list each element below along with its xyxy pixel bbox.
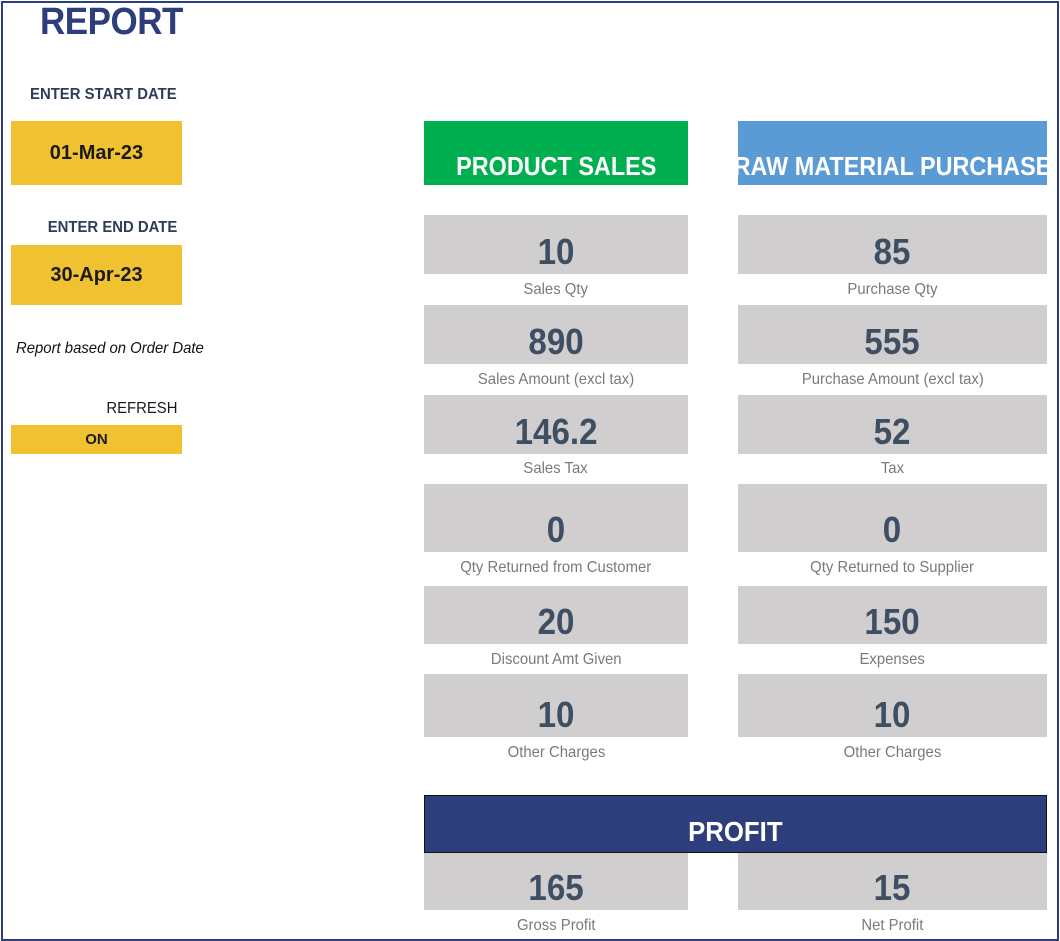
net-profit-caption: Net Profit	[861, 917, 924, 934]
sales-qty-value: 10	[537, 231, 575, 272]
purchase-qty-caption: Purchase Qty	[847, 281, 938, 298]
sales-other-charges-tile: 10	[424, 674, 688, 737]
sales-amount-caption: Sales Amount (excl tax)	[477, 371, 635, 388]
sales-qty-tile: 10	[424, 215, 688, 274]
purchase-other-charges-tile: 10	[738, 674, 1047, 737]
end-date-label: ENTER END DATE	[47, 219, 177, 236]
expenses-value: 150	[864, 601, 921, 642]
purchase-tax-tile: 52	[738, 395, 1047, 454]
report-basis-note: Report based on Order Date	[16, 340, 204, 357]
sales-other-charges-value: 10	[537, 694, 575, 735]
net-profit-value: 15	[874, 867, 911, 908]
start-date-label: ENTER START DATE	[30, 86, 177, 103]
purchase-tax-caption: Tax	[880, 460, 905, 477]
discount-caption: Discount Amt Given	[490, 651, 622, 668]
discount-tile: 20	[424, 586, 688, 644]
gross-profit-caption: Gross Profit	[516, 917, 596, 934]
refresh-label: REFRESH	[105, 400, 177, 417]
end-date-field[interactable]: 30-Apr-23	[11, 245, 182, 305]
page-title: REPORT	[40, 1, 183, 43]
sales-tax-tile: 146.2	[424, 395, 688, 454]
discount-value: 20	[537, 601, 575, 642]
product-sales-heading: PRODUCT SALES	[455, 151, 657, 181]
net-profit-tile: 15	[738, 853, 1047, 910]
purchase-tax-value: 52	[874, 411, 911, 452]
purchase-amount-tile: 555	[738, 305, 1047, 364]
refresh-toggle[interactable]: ON	[11, 425, 182, 454]
start-date-field[interactable]: 01-Mar-23	[11, 121, 182, 185]
profit-header: PROFIT	[424, 795, 1047, 853]
expenses-tile: 150	[738, 586, 1047, 644]
qty-returned-customer-value: 0	[546, 509, 566, 550]
raw-material-purchase-header: RAW MATERIAL PURCHASE	[734, 121, 1051, 185]
purchase-qty-tile: 85	[738, 215, 1047, 274]
purchase-amount-value: 555	[864, 321, 921, 362]
qty-returned-supplier-caption: Qty Returned to Supplier	[810, 559, 975, 576]
qty-returned-customer-tile: 0	[424, 484, 688, 552]
gross-profit-value: 165	[528, 867, 584, 908]
sales-amount-value: 890	[528, 321, 584, 362]
product-sales-header: PRODUCT SALES	[424, 121, 688, 185]
sales-other-charges-caption: Other Charges	[507, 744, 605, 761]
qty-returned-customer-caption: Qty Returned from Customer	[460, 559, 652, 576]
purchase-qty-value: 85	[874, 231, 911, 272]
expenses-caption: Expenses	[859, 651, 926, 668]
profit-heading: PROFIT	[688, 816, 783, 847]
qty-returned-supplier-tile: 0	[738, 484, 1047, 552]
purchase-amount-caption: Purchase Amount (excl tax)	[801, 371, 984, 388]
sales-qty-caption: Sales Qty	[523, 281, 589, 298]
sales-tax-caption: Sales Tax	[523, 460, 589, 477]
sales-amount-tile: 890	[424, 305, 688, 364]
sales-tax-value: 146.2	[514, 411, 598, 452]
raw-material-purchase-heading: RAW MATERIAL PURCHASE	[733, 151, 1052, 181]
gross-profit-tile: 165	[424, 853, 688, 910]
purchase-other-charges-caption: Other Charges	[843, 744, 942, 761]
purchase-other-charges-value: 10	[874, 694, 911, 735]
qty-returned-supplier-value: 0	[883, 509, 902, 550]
